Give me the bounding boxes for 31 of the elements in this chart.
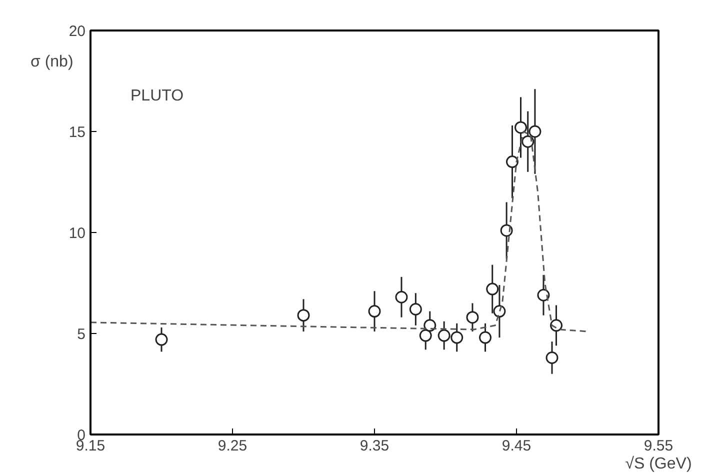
- point: [419, 329, 432, 342]
- point: [395, 290, 408, 304]
- point: [546, 352, 558, 364]
- y-tick-label: 10: [68, 225, 86, 242]
- point: [155, 333, 168, 346]
- y-tick-label: 15: [68, 124, 86, 141]
- point: [522, 135, 534, 148]
- x-tick-label: 9.45: [502, 438, 532, 454]
- y-axis-title: σ (nb): [30, 54, 74, 70]
- point: [506, 156, 518, 168]
- x-axis-title: √S (GeV): [625, 456, 692, 472]
- y-tick-label: 20: [68, 23, 86, 40]
- x-tick-label: 9.55: [644, 438, 674, 454]
- point: [550, 319, 563, 332]
- point: [409, 303, 422, 316]
- point: [528, 125, 542, 138]
- annotation: PLUTO: [130, 88, 184, 104]
- y-tick-label: 5: [77, 326, 86, 343]
- point: [450, 331, 464, 344]
- point: [438, 329, 450, 342]
- point: [368, 305, 381, 318]
- point: [424, 319, 436, 332]
- x-tick-label: 9.25: [218, 438, 248, 454]
- point: [466, 311, 479, 324]
- x-tick-label: 9.35: [360, 438, 390, 454]
- point: [514, 121, 528, 134]
- point: [297, 309, 310, 322]
- point: [500, 224, 513, 237]
- point: [486, 282, 499, 296]
- point: [479, 331, 492, 344]
- point: [537, 288, 550, 302]
